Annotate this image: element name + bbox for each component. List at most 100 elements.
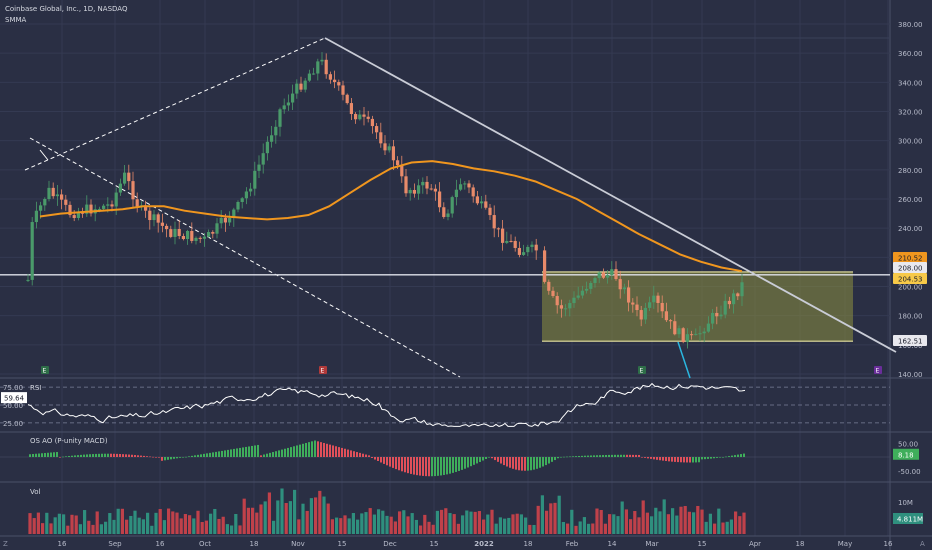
candle-body [358, 114, 362, 120]
macd-bar [173, 457, 175, 459]
macd-bar [215, 451, 217, 457]
macd-bar [245, 446, 247, 457]
time-tick-label: Dec [383, 540, 397, 548]
volume-bar [385, 515, 389, 534]
candle-body [370, 118, 374, 127]
dashed-uptrend-line[interactable] [24, 37, 326, 171]
volume-bar [62, 514, 66, 534]
earnings-marker[interactable] [638, 366, 646, 374]
smma-line[interactable] [39, 160, 743, 273]
candle-body [505, 240, 509, 243]
macd-bar [392, 457, 394, 468]
macd-pane[interactable]: 50.00 -50.00 8.18 [0, 440, 921, 477]
macd-bar [542, 457, 544, 467]
volume-bar [204, 520, 208, 534]
volume-bar [734, 511, 738, 534]
volume-current-tag [893, 513, 923, 524]
volume-bar [477, 511, 481, 534]
macd-bar [446, 457, 448, 475]
volume-bar [45, 512, 49, 534]
auto-scale-glyph[interactable]: A [920, 540, 925, 548]
volume-bar [419, 525, 423, 534]
range-box[interactable] [542, 271, 853, 342]
candle-body [425, 181, 429, 189]
macd-bar [491, 457, 493, 459]
volume-bar [452, 514, 456, 534]
candle-body [39, 205, 43, 211]
candle-body [442, 207, 446, 217]
macd-bar [629, 454, 631, 457]
timezone-glyph[interactable]: Z [3, 540, 8, 548]
candle-body [148, 210, 152, 221]
volume-bar [133, 510, 137, 534]
candle-body [631, 302, 635, 305]
volume-bar [708, 513, 712, 534]
volume-pane[interactable]: 10M 4.811M [28, 488, 923, 534]
candle-body [291, 93, 295, 103]
dashed-downtrend-line[interactable] [29, 137, 461, 378]
volume-bar [74, 515, 78, 534]
candle-body [589, 282, 593, 289]
earnings-marker-label: E [640, 368, 644, 375]
volume-bar [28, 513, 32, 534]
volume-bar [582, 517, 586, 534]
candle-body [312, 73, 316, 75]
candle-body [106, 204, 110, 206]
candle-body [160, 222, 164, 226]
candle-body [564, 308, 568, 310]
candle-body [299, 83, 303, 90]
price-tick-label: 300.00 [898, 138, 923, 146]
candle-body [513, 240, 517, 248]
macd-bar [563, 456, 565, 458]
cyan-arrow-line[interactable] [677, 341, 691, 379]
macd-bar [587, 455, 589, 457]
earnings-marker[interactable] [874, 366, 882, 374]
macd-bar [233, 448, 235, 457]
macd-bar [278, 450, 280, 457]
candle-body [522, 252, 526, 255]
volume-bar [608, 514, 612, 534]
macd-bar [740, 454, 742, 457]
main-trendline[interactable] [324, 37, 897, 353]
candle-body [181, 236, 185, 240]
macd-bar [599, 455, 601, 457]
volume-bar [448, 513, 452, 534]
earnings-marker[interactable] [319, 366, 327, 374]
candle-body [232, 209, 236, 219]
macd-bar [641, 457, 643, 458]
rsi-pane[interactable]: 75.00 50.00 25.00 59.64 [0, 382, 890, 428]
candle-body [257, 164, 261, 171]
volume-bar [339, 518, 343, 534]
rsi-line[interactable] [27, 382, 746, 427]
rsi-tick-label: 25.00 [3, 420, 23, 428]
earnings-marker-label: E [43, 368, 47, 375]
candle-body [51, 187, 55, 197]
volume-bar [494, 523, 498, 534]
macd-bar [689, 457, 691, 463]
macd-bar [197, 454, 199, 457]
volume-bar [578, 521, 582, 534]
macd-bar [308, 442, 310, 457]
volume-bar [192, 518, 196, 534]
macd-bar [110, 453, 112, 457]
macd-bar [431, 457, 433, 477]
rsi-current-tag [1, 392, 27, 404]
time-tick-label: 16 [156, 540, 165, 548]
volume-bar [377, 509, 381, 534]
candle-body [190, 231, 194, 241]
earnings-marker[interactable] [41, 366, 49, 374]
macd-tick-label: -50.00 [898, 468, 921, 476]
volume-bar [440, 509, 444, 534]
macd-bar [347, 449, 349, 457]
macd-bar [281, 449, 283, 457]
volume-bar [158, 509, 162, 534]
volume-bar [658, 511, 662, 534]
price-axis[interactable]: 380.00 360.00 340.00 320.00 300.00 280.00 260.… [893, 21, 927, 379]
candle-body [152, 214, 156, 221]
volume-bar [524, 517, 528, 534]
volume-bar [263, 501, 267, 534]
candle-body [438, 191, 442, 208]
time-axis[interactable]: 16 Sep 16 Oct 18 Nov 15 Dec 15 2022 18 Feb 14 Mar 15 Ap… [58, 540, 893, 548]
